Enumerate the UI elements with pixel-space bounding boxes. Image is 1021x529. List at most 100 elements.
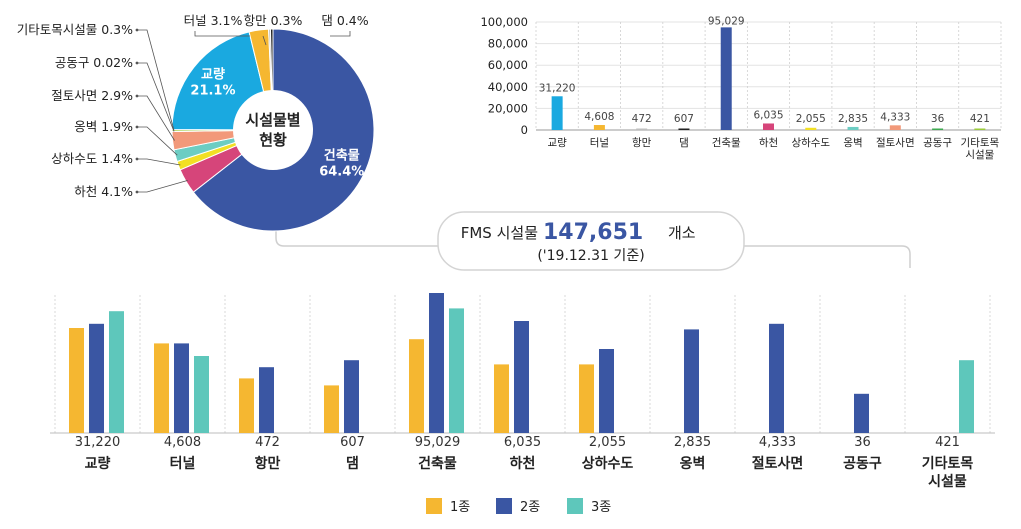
grouped-bar-2종-2	[259, 367, 274, 433]
pie-leader-2	[137, 158, 181, 166]
grouped-total-3: 607	[340, 435, 365, 450]
grouped-bar-2종-4	[429, 293, 444, 433]
grouped-bar-1종-5	[494, 364, 509, 433]
pie-leader-5	[137, 62, 175, 132]
topbar-ytick-3: 60,000	[488, 58, 528, 72]
pie-leader-dot-4	[135, 94, 139, 98]
legend-swatch-0	[426, 498, 442, 514]
topbar-bar-1	[593, 125, 605, 130]
topbar-bar-3	[678, 128, 690, 130]
grouped-bar-3종-1	[194, 356, 209, 433]
pie-leader-dot-2	[135, 157, 139, 161]
legend-swatch-2	[567, 498, 583, 514]
connector-line	[275, 210, 440, 247]
grouped-bar-2종-5	[514, 321, 529, 433]
topbar-category-1: 터널	[590, 137, 609, 149]
grouped-category-8: 절토사면	[752, 455, 804, 472]
topbar-value-9: 36	[931, 113, 945, 125]
topbar-value-5: 6,035	[753, 109, 783, 121]
topbar-ytick-0: 0	[521, 123, 528, 137]
topbar-value-4: 95,029	[708, 15, 745, 27]
grouped-category-6: 상하수도	[582, 455, 634, 472]
pie-leader-dot-5	[135, 61, 139, 65]
summary-prefix: FMS 시설물	[461, 224, 538, 242]
pie-top-leader	[262, 35, 267, 46]
grouped-bar-3종-10	[959, 360, 974, 433]
pie-leader-dot-6	[135, 28, 139, 32]
topbar-category-10: 기타토목 시설물	[961, 137, 1000, 161]
pie-outside-label-5: 공동구 0.02%	[55, 55, 133, 70]
pie-label-7: 교량 21.1%	[190, 68, 235, 99]
pie-outside-label-6: 기타토목시설물 0.3%	[17, 22, 133, 37]
legend-swatch-1	[496, 498, 512, 514]
topbar-value-10: 421	[970, 113, 990, 125]
grouped-bar-1종-0	[69, 328, 84, 433]
topbar-category-8: 절토사면	[876, 136, 915, 149]
topbar-ytick-4: 80,000	[488, 37, 528, 51]
pie-top-label-10: 댐 0.4%	[321, 13, 368, 28]
topbar-ytick-2: 40,000	[488, 80, 528, 94]
total-bar-chart: 0 20,000 40,000 60,000 80,000 100,000 31,220 교량…	[480, 15, 1002, 161]
grouped-bar-3종-0	[109, 311, 124, 433]
topbar-category-0: 교량	[547, 137, 567, 149]
pie-leader-3	[137, 126, 178, 156]
topbar-value-6: 2,055	[796, 113, 826, 125]
topbar-bar-0	[551, 96, 563, 130]
pie-top-label-9: 항만 0.3%	[244, 13, 303, 28]
topbar-bar-8	[889, 125, 901, 130]
topbar-category-3: 댐	[679, 137, 689, 149]
grouped-total-9: 36	[854, 435, 871, 450]
grouped-bar-2종-0	[89, 323, 104, 433]
pie-center-hole	[233, 90, 313, 170]
topbar-category-9: 공동구	[923, 137, 952, 149]
pie-leader-4	[137, 95, 175, 141]
pie-leader-dot-1	[135, 190, 139, 194]
topbar-category-6: 상하수도	[791, 136, 830, 149]
pie-outside-label-2: 상하수도 1.4%	[51, 151, 133, 166]
summary-box	[437, 211, 745, 271]
topbar-value-0: 31,220	[539, 82, 576, 94]
grouped-bar-2종-6	[599, 349, 614, 433]
grouped-category-3: 댐	[346, 455, 359, 472]
grouped-total-5: 6,035	[504, 435, 541, 450]
pie-outside-label-1: 하천 4.1%	[74, 184, 133, 199]
grouped-bar-3종-4	[449, 308, 464, 433]
grouped-bar-2종-7	[684, 329, 699, 433]
topbar-category-5: 하천	[759, 136, 778, 149]
grouped-bar-2종-1	[174, 343, 189, 433]
pie-top-bracket	[194, 31, 351, 37]
grouped-total-10: 421	[935, 435, 960, 450]
grouped-total-8: 4,333	[759, 435, 796, 450]
topbar-value-1: 4,608	[584, 111, 614, 123]
topbar-bar-4	[720, 27, 732, 130]
legend-label-1: 2종	[520, 500, 540, 515]
pie-outside-label-3: 옹벽 1.9%	[74, 119, 133, 134]
pie-top-label-8: 터널 3.1%	[184, 13, 243, 28]
topbar-value-7: 2,835	[838, 113, 868, 125]
summary-date: ('19.12.31 기준)	[537, 248, 644, 264]
legend-label-0: 1종	[450, 500, 470, 515]
grouped-bar-1종-1	[154, 343, 169, 433]
legend-label-2: 3종	[591, 500, 611, 515]
pie-center-title: 시설물별	[245, 111, 300, 129]
grouped-total-6: 2,055	[589, 435, 626, 450]
topbar-bar-10	[974, 128, 986, 130]
grade-legend: 1종 2종 3종	[426, 498, 611, 515]
grade-grouped-bar-chart: 31,220 교량 4,608 터널 472 항만 607 댐 95,029 건축물 6,035 하천…	[50, 293, 995, 490]
grouped-category-0: 교량	[85, 456, 111, 472]
grouped-category-5: 하천	[510, 455, 536, 472]
pie-leader-1	[137, 179, 188, 193]
summary-count: 147,651	[543, 220, 643, 245]
grouped-category-10: 기타토목 시설물	[922, 456, 974, 490]
grouped-category-9: 공동구	[843, 456, 882, 472]
grouped-total-1: 4,608	[164, 435, 201, 450]
connector-line-right	[742, 245, 911, 268]
topbar-bar-6	[805, 127, 817, 130]
topbar-bar-2	[636, 128, 648, 130]
grouped-bar-1종-2	[239, 378, 254, 433]
topbar-bar-9	[932, 128, 944, 130]
topbar-bar-7	[847, 126, 859, 130]
grouped-category-1: 터널	[170, 456, 196, 472]
